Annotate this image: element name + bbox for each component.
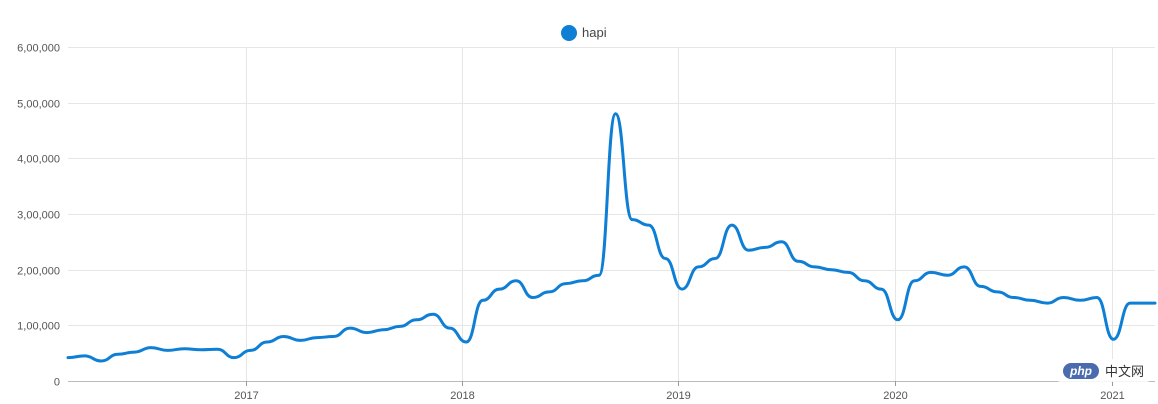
legend-label-hapi: hapi <box>582 25 607 40</box>
series-layer <box>66 112 1157 363</box>
y-tick-label: 5,00,000 <box>17 99 60 111</box>
legend-marker-hapi <box>561 25 577 41</box>
x-tick-label: 2017 <box>234 390 258 402</box>
y-tick-label: 3,00,000 <box>17 210 60 222</box>
y-tick-label: 4,00,000 <box>17 154 60 166</box>
y-tick-label: 0 <box>54 377 60 389</box>
y-tick-label: 1,00,000 <box>17 321 60 333</box>
watermark: php 中文网 <box>1056 359 1150 382</box>
y-tick-label: 6,00,000 <box>17 43 60 55</box>
legend[interactable]: hapi <box>561 25 607 41</box>
x-tick-label: 2020 <box>883 390 907 402</box>
x-tick-label: 2018 <box>450 390 474 402</box>
x-axis-ticks: 2017 2018 2019 2020 2021 <box>234 381 1125 402</box>
grid <box>68 47 1155 382</box>
x-tick-label: 2019 <box>666 390 690 402</box>
watermark-logo: php <box>1062 362 1099 379</box>
watermark-text: 中文网 <box>1104 364 1144 379</box>
x-tick-label: 2021 <box>1100 390 1124 402</box>
y-tick-label: 2,00,000 <box>17 266 60 278</box>
series-line-hapi <box>66 112 1157 363</box>
y-axis-ticks: 0 1,00,000 2,00,000 3,00,000 4,00,000 5,00,00… <box>17 43 60 389</box>
